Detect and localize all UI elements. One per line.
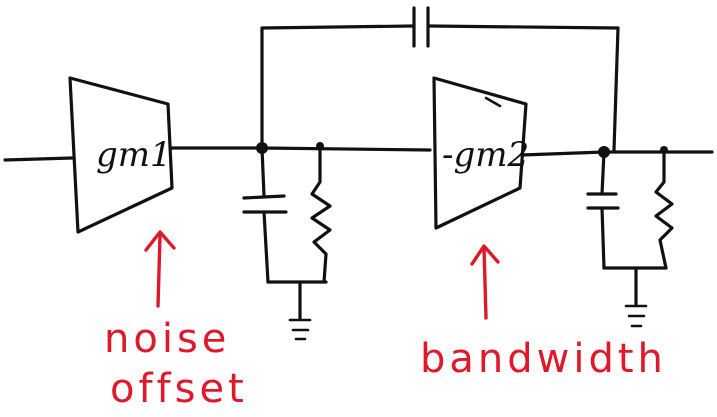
node1-resistor	[310, 144, 332, 284]
node2-ground-symbol	[624, 304, 648, 328]
gm2-label: -gm2	[442, 135, 529, 175]
feedback-wire-right	[428, 24, 620, 152]
node1-cap-plate-top	[242, 194, 286, 200]
noise-label: noise	[104, 316, 230, 362]
bandwidth-annotation: bandwidth	[420, 244, 667, 382]
gm1-label: gm1	[96, 135, 172, 175]
node1-ground-symbol	[288, 318, 312, 341]
gm2-output-tick	[484, 96, 502, 108]
node2-rc-load	[586, 146, 674, 328]
gm2-amplifier: -gm2	[432, 76, 529, 230]
input-wire	[3, 156, 74, 162]
node2-cap-lead-bottom	[600, 206, 606, 270]
gm1-trapezoid	[68, 76, 174, 234]
feedback-capacitor	[260, 6, 620, 152]
bandwidth-arrow	[470, 244, 500, 320]
gm2-trapezoid	[432, 76, 528, 230]
node2-cap-lead-top	[600, 150, 606, 196]
node1-cap-lead-top	[260, 146, 266, 198]
offset-label: offset	[110, 366, 248, 412]
feedback-wire-left	[260, 24, 414, 150]
noise-arrow	[144, 230, 176, 308]
gm1-amplifier: gm1	[68, 76, 174, 234]
node1-cap-lead-bottom	[262, 210, 270, 284]
bandwidth-label: bandwidth	[420, 336, 667, 382]
node1-rc-load	[242, 142, 332, 341]
output-wire	[520, 150, 714, 157]
interstage-wire	[168, 146, 432, 152]
noise-offset-annotation: noise offset	[104, 230, 248, 412]
node2-resistor	[654, 148, 674, 270]
